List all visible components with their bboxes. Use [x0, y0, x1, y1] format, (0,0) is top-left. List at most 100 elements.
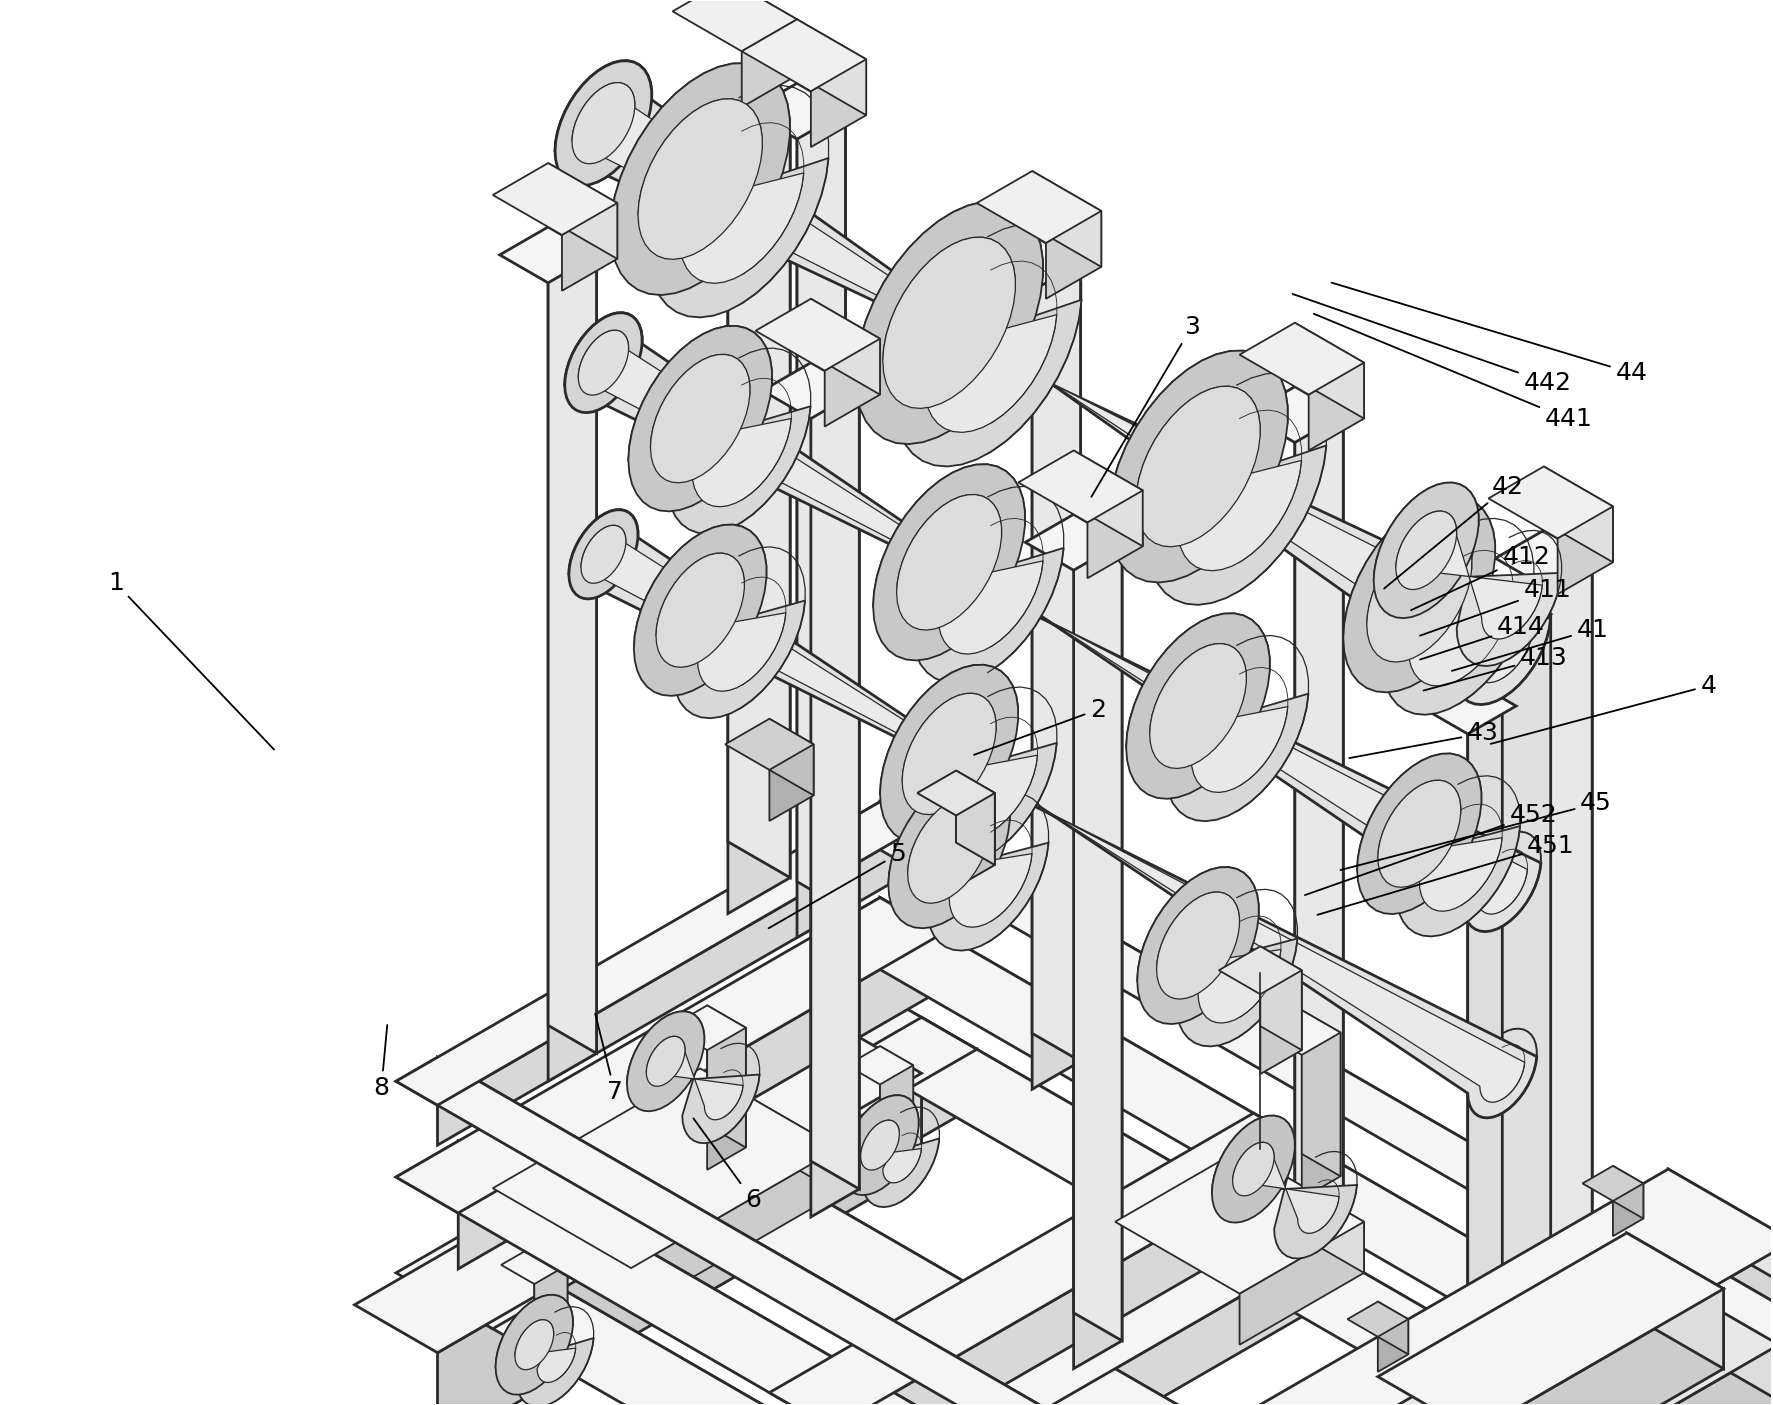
Polygon shape — [548, 254, 596, 1082]
Polygon shape — [1232, 1142, 1339, 1234]
Polygon shape — [457, 933, 941, 1269]
Polygon shape — [1502, 586, 1551, 1405]
Polygon shape — [573, 83, 635, 164]
Text: 44: 44 — [1332, 282, 1647, 385]
Polygon shape — [628, 1012, 759, 1144]
Polygon shape — [872, 464, 1025, 660]
Polygon shape — [1018, 451, 1144, 523]
Polygon shape — [984, 235, 1080, 291]
Polygon shape — [566, 313, 1541, 932]
Polygon shape — [395, 1141, 1356, 1405]
Text: 441: 441 — [1314, 313, 1592, 431]
Polygon shape — [977, 171, 1101, 243]
Polygon shape — [1261, 947, 1301, 1050]
Polygon shape — [1544, 558, 1592, 1385]
Polygon shape — [1356, 753, 1519, 936]
Polygon shape — [1254, 1297, 1773, 1405]
Polygon shape — [1558, 506, 1613, 594]
Polygon shape — [1108, 351, 1326, 604]
Polygon shape — [1156, 892, 1239, 999]
Polygon shape — [1032, 171, 1101, 267]
Polygon shape — [817, 898, 1773, 1405]
Polygon shape — [908, 797, 1032, 927]
Polygon shape — [651, 354, 791, 507]
Polygon shape — [1294, 386, 1344, 1213]
Polygon shape — [729, 119, 791, 913]
Polygon shape — [879, 665, 1018, 843]
Polygon shape — [1060, 1395, 1773, 1405]
Polygon shape — [847, 1047, 913, 1085]
Polygon shape — [438, 1017, 977, 1329]
Polygon shape — [496, 1295, 594, 1405]
Polygon shape — [1374, 482, 1562, 666]
Polygon shape — [562, 202, 617, 291]
Text: 6: 6 — [693, 1118, 761, 1213]
Polygon shape — [1378, 1319, 1408, 1371]
Polygon shape — [879, 1065, 913, 1165]
Polygon shape — [1347, 1301, 1408, 1336]
Polygon shape — [493, 163, 617, 235]
Polygon shape — [883, 237, 1057, 433]
Polygon shape — [638, 98, 803, 284]
Polygon shape — [922, 1017, 977, 1106]
Text: 8: 8 — [374, 1026, 390, 1100]
Polygon shape — [628, 1012, 704, 1111]
Polygon shape — [1585, 1225, 1773, 1353]
Polygon shape — [457, 1141, 1356, 1405]
Polygon shape — [879, 802, 922, 865]
Polygon shape — [1294, 414, 1344, 1241]
Polygon shape — [1213, 1116, 1356, 1259]
Polygon shape — [1378, 780, 1461, 888]
Polygon shape — [1367, 527, 1512, 686]
Polygon shape — [1087, 490, 1144, 579]
Polygon shape — [1395, 511, 1543, 639]
Text: 45: 45 — [1340, 791, 1612, 870]
Polygon shape — [566, 313, 642, 413]
Polygon shape — [1640, 1225, 1773, 1360]
Polygon shape — [1136, 386, 1301, 570]
Polygon shape — [438, 1073, 922, 1405]
Polygon shape — [1344, 496, 1495, 693]
Polygon shape — [438, 826, 922, 1145]
Polygon shape — [902, 693, 1037, 839]
Polygon shape — [798, 111, 846, 937]
Polygon shape — [810, 362, 860, 1189]
Polygon shape — [762, 362, 860, 419]
Polygon shape — [656, 554, 745, 667]
Polygon shape — [1294, 1264, 1773, 1405]
Polygon shape — [956, 771, 995, 865]
Polygon shape — [810, 993, 1773, 1405]
Text: 7: 7 — [596, 1013, 622, 1104]
Polygon shape — [839, 802, 1773, 1345]
Polygon shape — [1628, 1234, 1723, 1368]
Polygon shape — [832, 1149, 1316, 1405]
Text: 4: 4 — [1491, 673, 1716, 743]
Polygon shape — [631, 1148, 839, 1312]
Polygon shape — [1738, 1321, 1773, 1385]
Text: 452: 452 — [1305, 802, 1557, 895]
Text: 42: 42 — [1385, 475, 1523, 589]
Text: 451: 451 — [1317, 833, 1574, 915]
Polygon shape — [1268, 1217, 1323, 1305]
Polygon shape — [1136, 867, 1298, 1047]
Polygon shape — [1378, 1301, 1408, 1354]
Polygon shape — [635, 524, 805, 718]
Polygon shape — [628, 326, 810, 534]
Polygon shape — [578, 330, 628, 395]
Polygon shape — [1261, 971, 1301, 1073]
Polygon shape — [1032, 263, 1080, 1089]
Text: 3: 3 — [1092, 315, 1200, 497]
Polygon shape — [638, 98, 762, 260]
Polygon shape — [741, 20, 798, 107]
Polygon shape — [1475, 1288, 1723, 1405]
Text: 412: 412 — [1411, 545, 1550, 610]
Polygon shape — [582, 525, 1525, 1103]
Polygon shape — [860, 1120, 922, 1183]
Polygon shape — [879, 665, 1057, 865]
Polygon shape — [842, 1096, 918, 1196]
Polygon shape — [1583, 1166, 1644, 1201]
Polygon shape — [917, 771, 995, 815]
Polygon shape — [656, 554, 785, 691]
Polygon shape — [582, 525, 626, 583]
Polygon shape — [1301, 1033, 1340, 1198]
